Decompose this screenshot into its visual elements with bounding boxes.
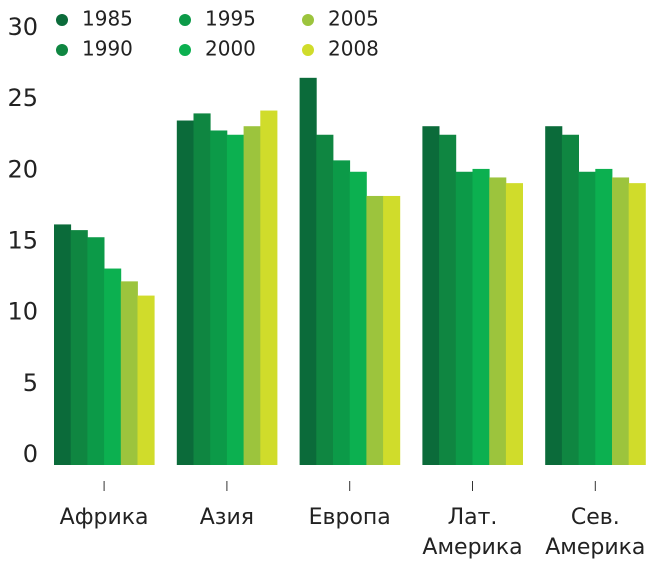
bar <box>578 171 596 466</box>
legend-label: 1995 <box>205 7 256 31</box>
bar <box>104 268 122 465</box>
legend-swatch <box>56 14 68 26</box>
legend-label: 1985 <box>82 7 133 31</box>
bar <box>489 177 507 465</box>
x-tick-label: Сев. Америка <box>545 505 646 560</box>
legend-label: 2005 <box>328 7 379 31</box>
bar <box>472 168 490 465</box>
bar <box>366 195 384 465</box>
bar <box>260 110 278 465</box>
legend-swatch <box>179 44 191 56</box>
x-tick-label: Азия <box>199 505 255 530</box>
legend-swatch <box>302 14 314 26</box>
bar <box>120 281 138 465</box>
bar <box>87 237 105 465</box>
y-tick-label: 25 <box>7 84 38 112</box>
bar <box>299 77 317 466</box>
bar <box>210 130 228 466</box>
bar <box>226 134 244 465</box>
legend-swatch <box>302 44 314 56</box>
bar <box>137 295 155 465</box>
x-tick-label: Европа <box>308 505 391 530</box>
bar <box>439 134 457 465</box>
y-tick-label: 5 <box>23 369 38 397</box>
y-tick-label: 30 <box>7 13 38 41</box>
bar <box>422 126 440 466</box>
bar <box>54 224 72 465</box>
bar <box>505 183 523 466</box>
y-tick-label: 0 <box>23 440 38 468</box>
bar <box>561 134 579 465</box>
y-tick-label: 15 <box>7 227 38 255</box>
y-tick-label: 10 <box>7 298 38 326</box>
bar <box>545 126 563 466</box>
bar <box>176 120 194 466</box>
legend-label: 2000 <box>205 37 256 61</box>
y-tick-label: 20 <box>7 155 38 183</box>
bar <box>316 134 334 465</box>
legend-label: 2008 <box>328 37 379 61</box>
bar <box>612 177 630 465</box>
legend-swatch <box>56 44 68 56</box>
bar <box>628 183 646 466</box>
legend-swatch <box>179 14 191 26</box>
bar <box>243 126 261 466</box>
bar <box>383 195 401 465</box>
bar <box>595 168 613 465</box>
x-tick-label: Африка <box>59 505 149 530</box>
bar <box>70 230 88 465</box>
x-tick-label: Лат. Америка <box>422 505 523 560</box>
bar <box>193 113 211 466</box>
bar <box>333 160 351 465</box>
legend-label: 1990 <box>82 37 133 61</box>
bar <box>349 171 367 466</box>
bar <box>455 171 473 466</box>
